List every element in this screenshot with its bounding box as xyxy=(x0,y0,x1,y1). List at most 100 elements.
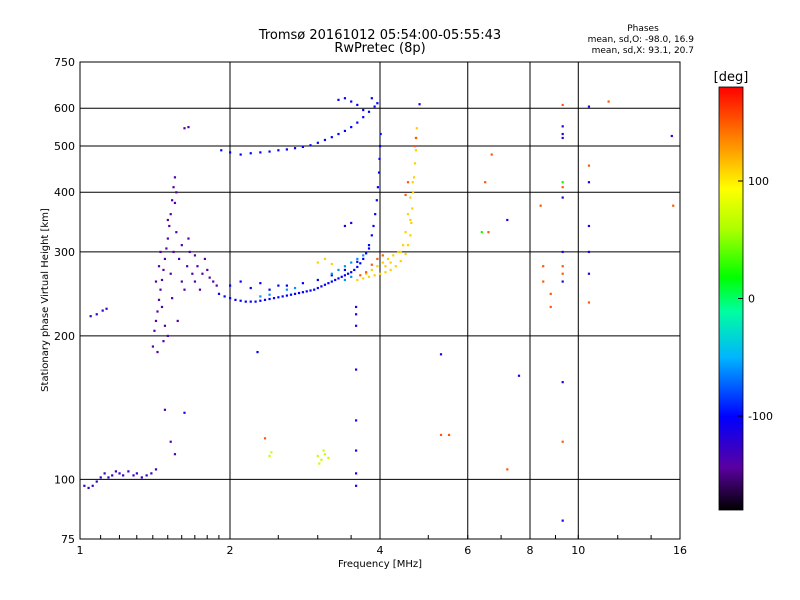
data-point xyxy=(169,272,172,275)
data-point xyxy=(263,437,267,440)
data-point xyxy=(343,265,347,268)
data-point xyxy=(414,136,418,140)
data-point xyxy=(270,451,273,454)
axis-ticks: 1 2 4 6 8 10 16 75 100 200 300 400 500 600 750 xyxy=(54,56,687,557)
data-point xyxy=(356,103,359,107)
data-point xyxy=(414,149,418,152)
data-points xyxy=(83,97,675,522)
data-point xyxy=(217,292,221,295)
data-point xyxy=(254,300,257,303)
data-point xyxy=(191,272,194,275)
data-point xyxy=(176,319,179,323)
data-point xyxy=(402,244,405,247)
data-point xyxy=(356,260,359,263)
data-point xyxy=(316,454,319,458)
data-point xyxy=(672,204,675,207)
data-point xyxy=(359,274,362,277)
colorbar-label: [deg] xyxy=(714,70,749,85)
data-point xyxy=(409,218,412,222)
data-point xyxy=(410,221,413,225)
data-point xyxy=(337,277,340,280)
y-tick-label: 600 xyxy=(54,102,75,115)
data-point xyxy=(175,231,178,234)
data-point xyxy=(561,265,564,268)
data-point xyxy=(111,474,114,477)
data-point xyxy=(350,271,353,274)
data-point xyxy=(367,110,371,113)
data-point xyxy=(313,288,316,291)
data-point xyxy=(330,272,333,275)
data-point xyxy=(220,149,223,152)
data-point xyxy=(157,298,161,301)
data-point xyxy=(289,293,293,296)
data-point xyxy=(293,286,297,290)
data-point xyxy=(561,250,564,254)
data-point xyxy=(561,125,564,128)
chart-subtitle: RwPretec (8p) xyxy=(334,41,425,56)
data-point xyxy=(354,313,358,316)
data-point xyxy=(239,153,242,156)
data-point xyxy=(561,196,564,199)
data-point xyxy=(163,324,167,327)
data-point xyxy=(166,218,169,222)
data-point xyxy=(411,207,414,210)
data-point xyxy=(411,181,414,184)
data-point xyxy=(229,151,232,154)
data-point xyxy=(490,153,493,156)
data-point xyxy=(406,244,410,247)
data-point xyxy=(362,277,365,280)
colorbar-tick-label: 0 xyxy=(748,293,755,306)
data-point xyxy=(99,476,102,479)
data-point xyxy=(171,199,174,202)
y-tick-label: 400 xyxy=(54,186,75,199)
data-point xyxy=(381,261,384,264)
data-point xyxy=(154,319,158,323)
data-point xyxy=(386,257,390,261)
data-point xyxy=(193,254,197,257)
data-point xyxy=(163,408,167,411)
data-point xyxy=(549,305,552,309)
data-point xyxy=(343,97,347,100)
data-point xyxy=(379,132,382,136)
data-point xyxy=(249,300,252,303)
data-point xyxy=(392,254,395,257)
data-point xyxy=(87,486,90,490)
data-point xyxy=(172,250,175,254)
data-point xyxy=(587,272,591,275)
data-point xyxy=(404,252,407,256)
data-point xyxy=(135,472,138,475)
x-tick-label: 4 xyxy=(377,544,384,557)
data-point xyxy=(367,247,371,250)
data-point xyxy=(118,472,121,475)
data-point xyxy=(168,224,171,228)
data-point xyxy=(362,254,365,257)
data-point xyxy=(542,265,545,268)
y-tick-label: 500 xyxy=(54,140,75,153)
data-point xyxy=(277,284,280,287)
data-point xyxy=(83,484,86,487)
data-point xyxy=(375,199,378,202)
data-point xyxy=(154,468,158,471)
x-tick-label: 16 xyxy=(673,544,687,557)
data-point xyxy=(277,296,280,299)
data-point xyxy=(539,204,542,207)
data-point xyxy=(180,244,183,247)
data-point xyxy=(337,98,340,101)
gridlines xyxy=(80,62,680,539)
data-point xyxy=(159,250,162,254)
data-point xyxy=(356,121,359,124)
data-point xyxy=(229,297,232,300)
data-point xyxy=(114,470,118,473)
data-point xyxy=(412,191,415,194)
data-point xyxy=(334,278,337,282)
data-point xyxy=(370,97,373,100)
data-point xyxy=(285,284,288,287)
data-point xyxy=(365,271,368,274)
data-point xyxy=(480,231,483,234)
data-point xyxy=(309,144,312,147)
data-point xyxy=(198,288,202,291)
data-point xyxy=(340,275,343,278)
data-point xyxy=(587,301,591,304)
x-tick-label: 2 xyxy=(227,544,234,557)
